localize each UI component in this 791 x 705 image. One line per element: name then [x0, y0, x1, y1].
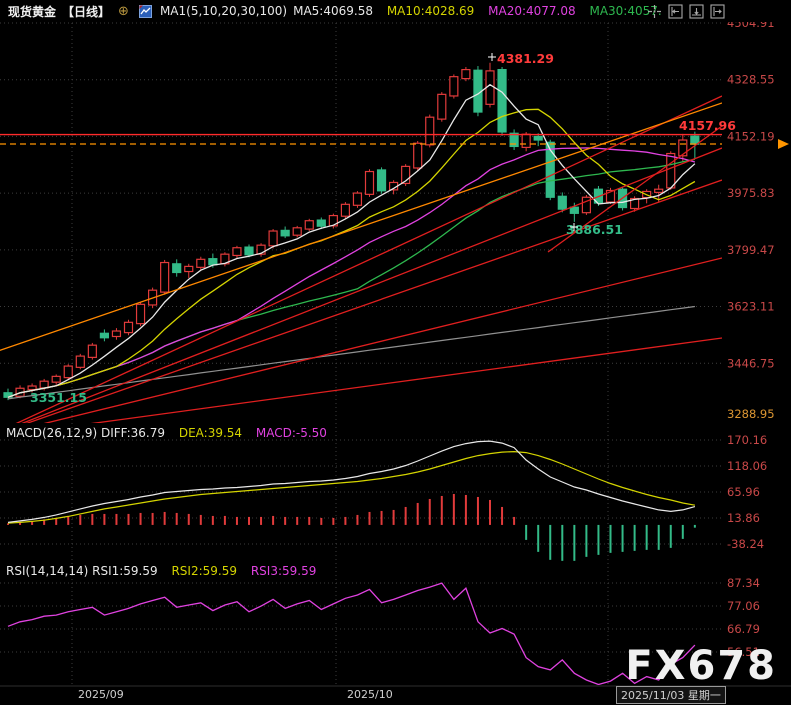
rsi-header-rsi2: RSI2:59.59	[171, 564, 237, 578]
ma5-value: MA5:4069.58	[293, 4, 373, 18]
rsi-header: RSI(14,14,14) RSI1:59.59 RSI2:59.59 RSI3…	[6, 564, 326, 578]
macd-header-macd: MACD:-5.50	[255, 426, 327, 440]
svg-text:118.06: 118.06	[727, 459, 767, 473]
ma10-value: MA10:4028.69	[386, 4, 475, 18]
svg-text:66.79: 66.79	[727, 622, 760, 636]
watermark: FX678	[625, 643, 777, 689]
chart-toolbar	[646, 3, 725, 19]
svg-text:65.96: 65.96	[727, 485, 760, 499]
x-axis-scale-icon[interactable]	[688, 3, 704, 19]
chart-header: 现货黄金 【日线】 ⊕ MA1(5,10,20,30,100) MA5:4069…	[0, 0, 791, 22]
chart-type-icon[interactable]	[138, 4, 152, 18]
svg-text:77.06: 77.06	[727, 599, 760, 613]
svg-text:4157.96: 4157.96	[679, 118, 736, 133]
rsi-header-main: RSI(14,14,14) RSI1:59.59	[6, 564, 158, 578]
date-axis-label: 2025/09	[78, 688, 124, 701]
add-indicator-icon[interactable]: ⊕	[118, 3, 129, 19]
y-axis-scale-icon[interactable]	[667, 3, 683, 19]
svg-text:3975.83: 3975.83	[727, 186, 775, 200]
svg-text:3446.75: 3446.75	[727, 356, 775, 370]
ma30-value: MA30:4057.	[589, 4, 662, 18]
svg-text:13.86: 13.86	[727, 511, 760, 525]
date-axis-label: 2025/11/03 星期一	[616, 686, 726, 704]
page-title: 现货黄金	[8, 4, 57, 19]
macd-header-dea: DEA:39.54	[178, 426, 243, 440]
svg-text:170.16: 170.16	[727, 433, 767, 447]
macd-header: MACD(26,12,9) DIFF:36.79 DEA:39.54 MACD:…	[6, 426, 337, 440]
rsi-header-rsi3: RSI3:59.59	[250, 564, 317, 578]
ma20-value: MA20:4077.08	[488, 4, 576, 18]
svg-text:3886.51: 3886.51	[566, 222, 623, 237]
svg-text:87.34: 87.34	[727, 576, 760, 590]
svg-text:-38.24: -38.24	[727, 537, 764, 551]
crosshair-tool-icon[interactable]	[646, 3, 662, 19]
svg-text:56.51: 56.51	[727, 645, 760, 659]
svg-text:3288.95: 3288.95	[727, 407, 775, 421]
svg-text:4328.55: 4328.55	[727, 73, 775, 87]
svg-text:3351.15: 3351.15	[30, 390, 87, 405]
ma-values: MA5:4069.58 MA10:4028.69 MA20:4077.08 MA…	[293, 4, 672, 18]
macd-header-main: MACD(26,12,9) DIFF:36.79	[6, 426, 165, 440]
date-axis: 2025/09 2025/10 2025/11/03 星期一	[0, 686, 791, 705]
ma-group-label: MA1(5,10,20,30,100)	[159, 4, 288, 18]
svg-text:4152.19: 4152.19	[727, 129, 775, 143]
svg-text:3799.47: 3799.47	[727, 243, 775, 257]
svg-text:3623.11: 3623.11	[727, 300, 775, 314]
period-label: 【日线】	[62, 4, 111, 19]
svg-text:4381.29: 4381.29	[497, 51, 554, 66]
date-axis-label: 2025/10	[347, 688, 393, 701]
shift-right-icon[interactable]	[709, 3, 725, 19]
